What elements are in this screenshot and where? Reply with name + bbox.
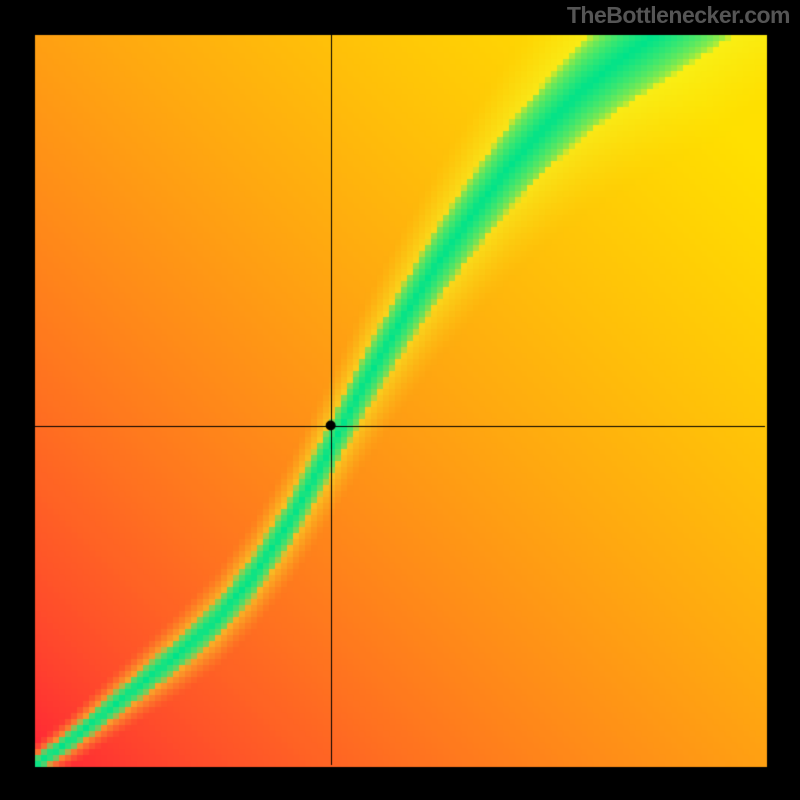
attribution-text: TheBottlenecker.com [567, 2, 790, 29]
chart-container: TheBottlenecker.com [0, 0, 800, 800]
bottleneck-heatmap [0, 0, 800, 800]
